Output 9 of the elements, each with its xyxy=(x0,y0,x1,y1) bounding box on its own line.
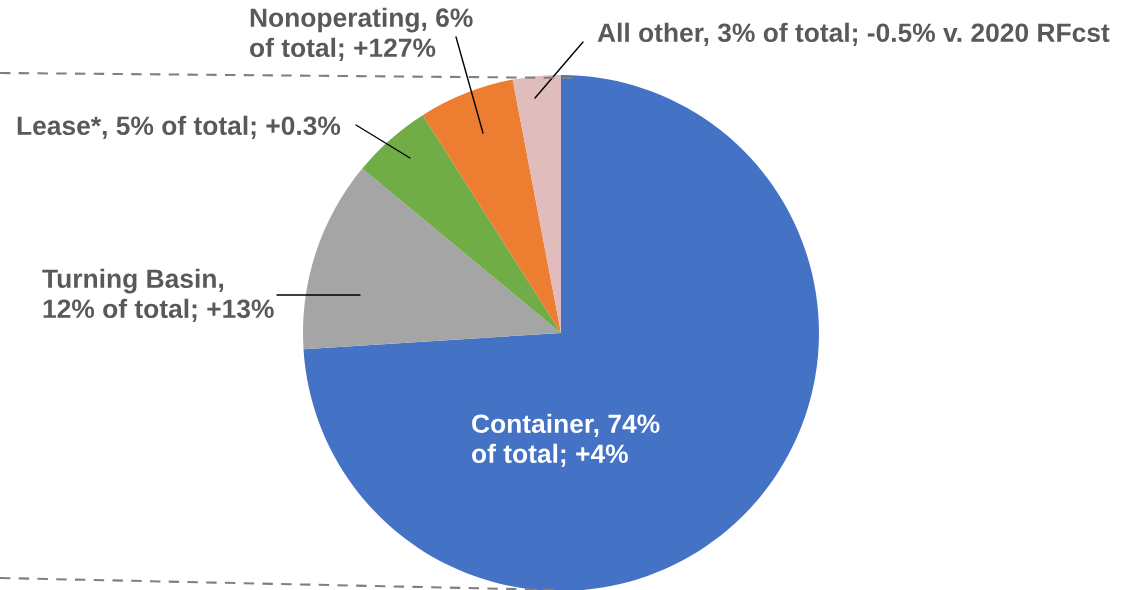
slice-label: Turning Basin, 12% of total; +13% xyxy=(42,268,274,322)
slice-label: Nonoperating, 6% of total; +127% xyxy=(250,7,473,61)
pie-slice xyxy=(303,168,561,350)
slice-label: Lease*, 5% of total; +0.3% xyxy=(17,115,341,139)
pie-slice xyxy=(512,75,561,333)
pie-slice xyxy=(362,115,561,333)
pie-slice xyxy=(422,79,561,333)
slice-label: Container, 74% of total; +4% xyxy=(472,413,660,467)
slice-label: All other, 3% of total; -0.5% v. 2020 RFcst xyxy=(597,22,1110,46)
